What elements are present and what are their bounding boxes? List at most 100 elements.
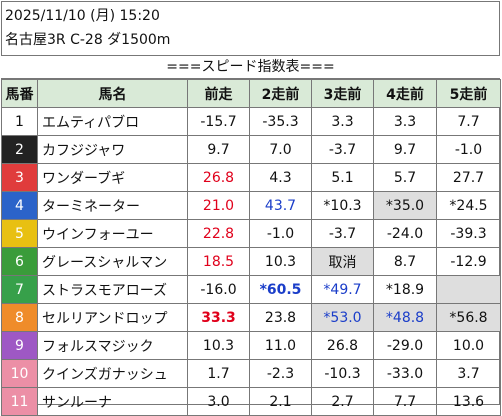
horse-name-cell: エムティパブロ	[37, 107, 188, 136]
speed-index-cell: 13.6	[436, 387, 501, 416]
speed-index-cell: -35.3	[249, 107, 312, 136]
horse-name-cell: ウインフォーユー	[37, 219, 188, 248]
speed-index-cell: *24.5	[436, 191, 501, 220]
horse-name-cell: クインズガナッシュ	[37, 359, 188, 388]
table-row: 10 クインズガナッシュ 1.7 -2.3 -10.3 -33.0 3.7	[1, 359, 501, 388]
table-row: 2 カフジジャワ 9.7 7.0 -3.7 9.7 -1.0	[1, 135, 501, 164]
speed-index-cell: *10.3	[311, 191, 374, 220]
table-row: 9 フォルスマジック 10.3 11.0 26.8 -29.0 10.0	[1, 331, 501, 360]
horse-name-cell: サンルーナ	[37, 387, 188, 416]
horse-number-cell: 6	[1, 247, 38, 276]
speed-index-cell: -29.0	[373, 331, 437, 360]
horse-number-cell: 3	[1, 163, 38, 192]
speed-index-cell: 10.0	[436, 331, 501, 360]
speed-index-cell: -2.3	[249, 359, 312, 388]
horse-name-cell: カフジジャワ	[37, 135, 188, 164]
speed-index-cell: 9.7	[187, 135, 250, 164]
horse-number-cell: 2	[1, 135, 38, 164]
speed-index-cell: 11.0	[249, 331, 312, 360]
col-header-3-races-ago: 3走前	[311, 79, 374, 108]
col-header-2-races-ago: 2走前	[249, 79, 312, 108]
speed-index-cell: -33.0	[373, 359, 437, 388]
speed-index-cell: -15.7	[187, 107, 250, 136]
horse-name-cell: ストラスモアローズ	[37, 275, 188, 304]
speed-index-cell: 2.1	[249, 387, 312, 416]
speed-index-cell	[436, 275, 501, 304]
speed-index-cell: 5.1	[311, 163, 374, 192]
horse-number-cell: 9	[1, 331, 38, 360]
table-row: 4 ターミネーター 21.0 43.7 *10.3 *35.0 *24.5	[1, 191, 501, 220]
speed-index-cell: 3.3	[311, 107, 374, 136]
horse-name-cell: セルリアンドロップ	[37, 303, 188, 332]
speed-index-cell: *18.9	[373, 275, 437, 304]
speed-index-cell: 23.8	[249, 303, 312, 332]
table-row: 6 グレースシャルマン 18.5 10.3 取消 8.7 -12.9	[1, 247, 501, 276]
speed-index-cell: 5.7	[373, 163, 437, 192]
horse-number-cell: 5	[1, 219, 38, 248]
speed-index-cell: 43.7	[249, 191, 312, 220]
speed-index-cell: -39.3	[436, 219, 501, 248]
speed-index-cell: -3.7	[311, 135, 374, 164]
speed-index-cell: 2.7	[311, 387, 374, 416]
speed-index-cell: -1.0	[436, 135, 501, 164]
header-row: 馬番 馬名 前走 2走前 3走前 4走前 5走前	[1, 79, 501, 108]
speed-index-cell: 3.3	[373, 107, 437, 136]
speed-index-cell: *49.7	[311, 275, 374, 304]
speed-index-cell: -3.7	[311, 219, 374, 248]
horse-number-cell: 8	[1, 303, 38, 332]
speed-index-cell: *35.0	[373, 191, 437, 220]
table-row: 3 ワンダーブギ 26.8 4.3 5.1 5.7 27.7	[1, 163, 501, 192]
col-header-4-races-ago: 4走前	[373, 79, 437, 108]
speed-index-cell: 10.3	[249, 247, 312, 276]
col-header-horse-name: 馬名	[37, 79, 188, 108]
speed-index-cell: 10.3	[187, 331, 250, 360]
race-date-time: 2025/11/10 (月) 15:20	[5, 8, 160, 24]
horse-name-cell: フォルスマジック	[37, 331, 188, 360]
col-header-last-race: 前走	[187, 79, 250, 108]
speed-index-cell: 21.0	[187, 191, 250, 220]
speed-index-cell: *53.0	[311, 303, 374, 332]
speed-index-cell: 1.7	[187, 359, 250, 388]
col-header-5-races-ago: 5走前	[436, 79, 501, 108]
col-header-number: 馬番	[1, 79, 38, 108]
speed-index-cell: 7.7	[373, 387, 437, 416]
speed-index-cell: 3.7	[436, 359, 501, 388]
speed-index-cell: *48.8	[373, 303, 437, 332]
horse-number-cell: 7	[1, 275, 38, 304]
horse-number-cell: 10	[1, 359, 38, 388]
speed-index-cell: 18.5	[187, 247, 250, 276]
table-title: ===スピード指数表===	[1, 55, 500, 79]
speed-index-cell: 7.0	[249, 135, 312, 164]
speed-index-cell: 3.0	[187, 387, 250, 416]
speed-index-cell: *60.5	[249, 275, 312, 304]
speed-index-cell: -24.0	[373, 219, 437, 248]
speed-index-cell: 27.7	[436, 163, 501, 192]
speed-index-cell: -10.3	[311, 359, 374, 388]
table-row: 8 セルリアンドロップ 33.3 23.8 *53.0 *48.8 *56.8	[1, 303, 501, 332]
horse-name-cell: ワンダーブギ	[37, 163, 188, 192]
race-info: 名古屋3R C-28 ダ1500m	[5, 32, 171, 48]
speed-index-cell: 26.8	[311, 331, 374, 360]
speed-index-cell: 取消	[311, 247, 374, 276]
horse-number-cell: 1	[1, 107, 38, 136]
horse-name-cell: グレースシャルマン	[37, 247, 188, 276]
speed-index-cell: 9.7	[373, 135, 437, 164]
speed-index-cell: 7.7	[436, 107, 501, 136]
speed-index-cell: 26.8	[187, 163, 250, 192]
horse-name-cell: ターミネーター	[37, 191, 188, 220]
speed-index-cell: *56.8	[436, 303, 501, 332]
horse-number-cell: 4	[1, 191, 38, 220]
speed-index-cell: 8.7	[373, 247, 437, 276]
speed-index-cell: 4.3	[249, 163, 312, 192]
speed-index-cell: -1.0	[249, 219, 312, 248]
speed-index-cell: -16.0	[187, 275, 250, 304]
speed-index-cell: 33.3	[187, 303, 250, 332]
speed-index-cell: -12.9	[436, 247, 501, 276]
table-row: 1 エムティパブロ -15.7 -35.3 3.3 3.3 7.7	[1, 107, 501, 136]
table-row: 7 ストラスモアローズ -16.0 *60.5 *49.7 *18.9	[1, 275, 501, 304]
table-row: 11 サンルーナ 3.0 2.1 2.7 7.7 13.6	[1, 387, 501, 416]
speed-index-cell: 22.8	[187, 219, 250, 248]
horse-number-cell: 11	[1, 387, 38, 416]
table-row: 5 ウインフォーユー 22.8 -1.0 -3.7 -24.0 -39.3	[1, 219, 501, 248]
speed-index-table: 馬番 馬名 前走 2走前 3走前 4走前 5走前 1 エムティパブロ -15.7 -3…	[1, 79, 501, 416]
